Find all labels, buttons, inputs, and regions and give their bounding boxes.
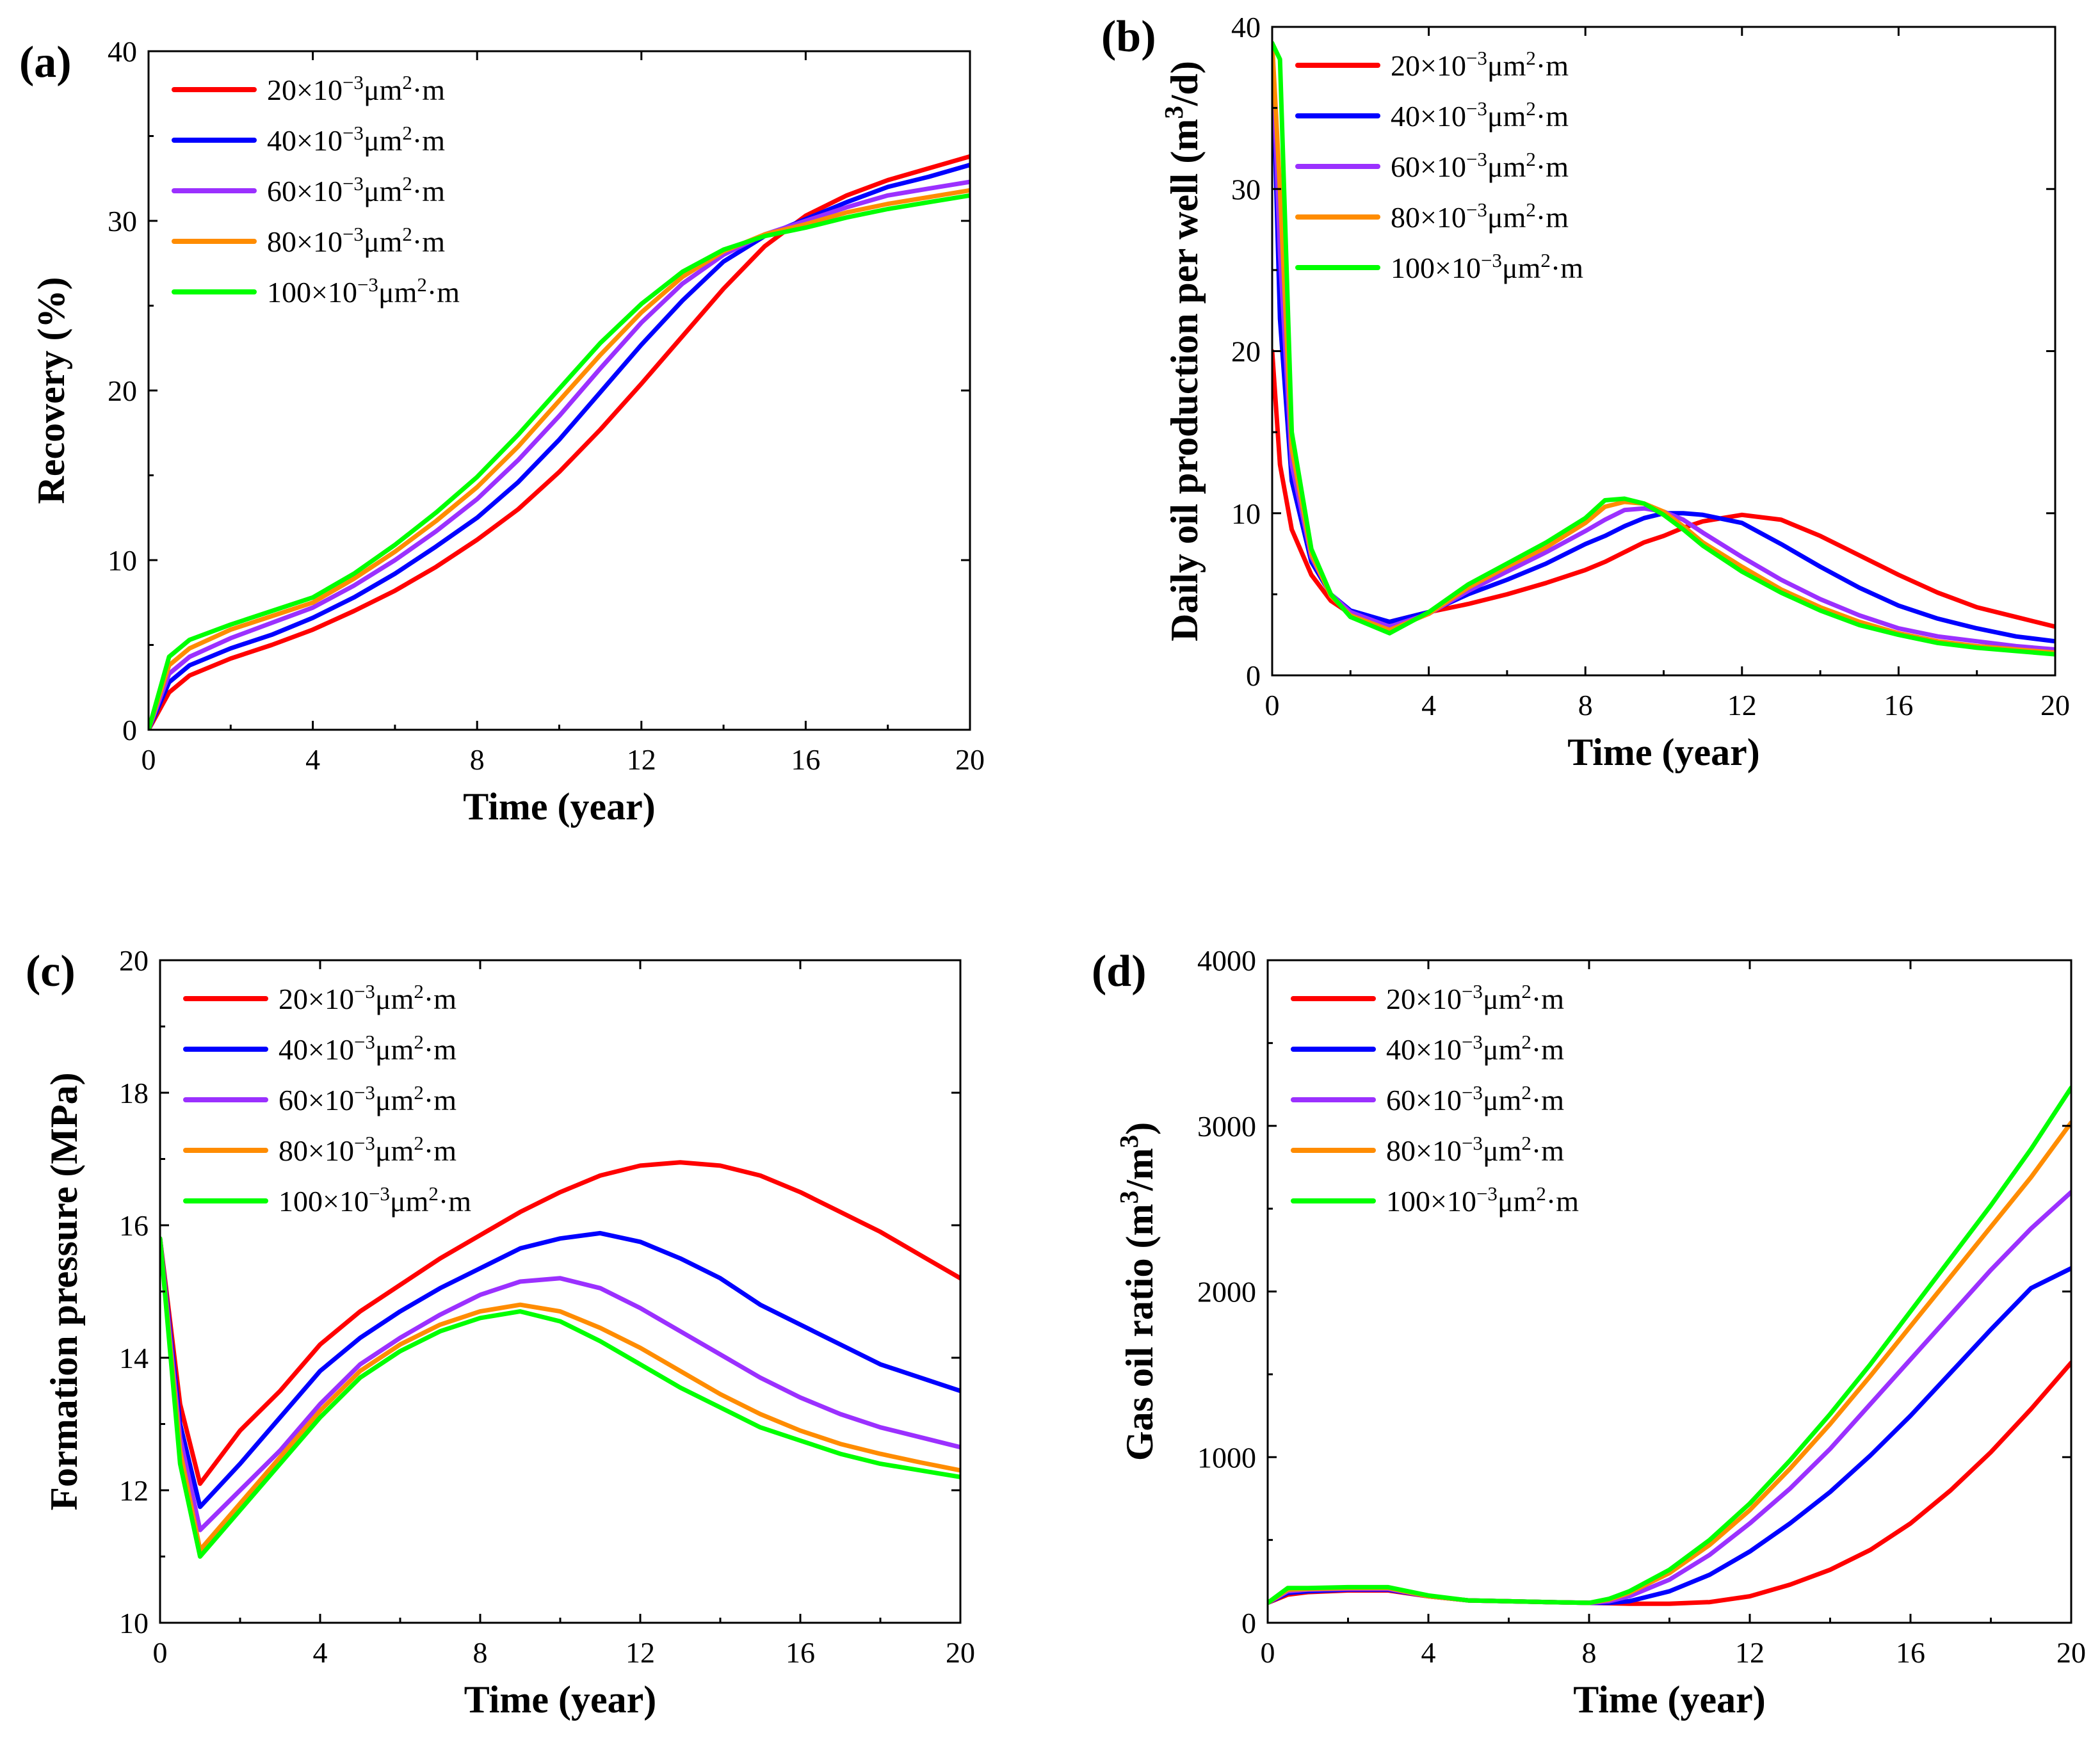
x-axis-title: Time (year) — [1567, 731, 1759, 773]
legend-label-4: 80×10−3μm2·m — [279, 1132, 456, 1168]
panel-label: (b) — [1101, 12, 1156, 61]
legend-label-3: 60×10−3μm2·m — [1386, 1081, 1564, 1117]
series-line-1 — [160, 1160, 960, 1486]
legend-label-1: 20×10−3μm2·m — [267, 71, 445, 107]
x-tick-label: 20 — [2056, 1636, 2086, 1669]
x-tick-label: 8 — [1582, 1636, 1597, 1669]
x-axis-title: Time (year) — [464, 1678, 656, 1721]
x-tick-label: 8 — [473, 1636, 488, 1669]
series-line-2 — [160, 1230, 960, 1509]
y-tick-label: 30 — [1231, 173, 1261, 205]
x-tick-label: 4 — [1421, 1636, 1436, 1669]
x-tick-label: 12 — [627, 743, 656, 776]
chart-panel-4: 0 4 8 12 16 20 0 1000 2000 3000 4000 Time (year) Gas… — [1092, 944, 2086, 1721]
series-line-4 — [149, 188, 970, 730]
legend-label-5: 100×10−3μm2·m — [279, 1182, 471, 1218]
y-tick-label: 40 — [108, 35, 137, 68]
legend-label-4: 80×10−3μm2·m — [1386, 1132, 1564, 1168]
legend-label-4: 80×10−3μm2·m — [267, 223, 445, 259]
x-tick-label: 16 — [786, 1636, 815, 1669]
y-tick-label: 20 — [108, 374, 137, 407]
y-tick-label: 0 — [122, 714, 137, 746]
x-tick-label: 4 — [313, 1636, 328, 1669]
series-line-3 — [160, 1236, 960, 1533]
chart-panel-2: 0 4 8 12 16 20 0 10 20 30 40 Time (year) Daily oil p… — [1101, 11, 2070, 773]
panel-label: (a) — [19, 38, 72, 87]
x-tick-label: 0 — [153, 1636, 168, 1669]
legend-label-2: 40×10−3μm2·m — [1391, 97, 1569, 133]
y-axis-title: Daily oil production per well (m3/d) — [1159, 61, 1206, 641]
y-tick-label: 14 — [119, 1342, 149, 1374]
x-tick-label: 0 — [1261, 1636, 1275, 1669]
x-tick-label: 12 — [1727, 689, 1757, 721]
x-tick-label: 12 — [1735, 1636, 1765, 1669]
y-tick-label: 10 — [108, 544, 137, 577]
series-line-2 — [149, 163, 970, 730]
y-tick-label: 20 — [1231, 335, 1261, 368]
x-tick-label: 16 — [791, 743, 820, 776]
x-tick-label: 12 — [626, 1636, 655, 1669]
y-tick-label: 40 — [1231, 11, 1261, 44]
series-line-1 — [149, 154, 970, 730]
x-tick-label: 20 — [946, 1636, 975, 1669]
panel-label: (d) — [1092, 947, 1147, 996]
y-axis-title: Formation pressure (MPa) — [43, 1072, 85, 1510]
x-tick-label: 8 — [1578, 689, 1593, 721]
x-tick-label: 20 — [2040, 689, 2070, 721]
x-axis-title: Time (year) — [1573, 1678, 1765, 1721]
legend-label-2: 40×10−3μm2·m — [267, 122, 445, 157]
legend-label-3: 60×10−3μm2·m — [279, 1081, 456, 1117]
x-axis-title: Time (year) — [463, 785, 655, 828]
x-tick-label: 20 — [955, 743, 985, 776]
y-tick-label: 20 — [119, 944, 149, 977]
series-line-5 — [149, 193, 970, 730]
legend-label-1: 20×10−3μm2·m — [1391, 47, 1569, 83]
x-tick-label: 16 — [1884, 689, 1913, 721]
y-tick-label: 0 — [1246, 659, 1261, 692]
legend-label-5: 100×10−3μm2·m — [1386, 1182, 1579, 1218]
x-tick-label: 8 — [470, 743, 485, 776]
y-tick-label: 16 — [119, 1209, 149, 1242]
x-tick-label: 4 — [1421, 689, 1436, 721]
y-tick-label: 1000 — [1197, 1441, 1256, 1474]
y-tick-label: 4000 — [1197, 944, 1256, 977]
y-tick-label: 30 — [108, 205, 137, 237]
chart-panel-3: 0 4 8 12 16 20 10 12 14 16 18 20 Time (year) Formatio… — [26, 944, 975, 1721]
x-tick-label: 0 — [141, 743, 156, 776]
series-line-5 — [1272, 40, 2055, 657]
series-line-3 — [149, 179, 970, 730]
series-line-4 — [160, 1236, 960, 1552]
legend-label-5: 100×10−3μm2·m — [267, 273, 460, 309]
y-tick-label: 0 — [1241, 1607, 1256, 1639]
legend-label-2: 40×10−3μm2·m — [1386, 1031, 1564, 1066]
series-line-5 — [160, 1236, 960, 1559]
x-tick-label: 4 — [305, 743, 320, 776]
chart-panel-1: 0 4 8 12 16 20 0 10 20 30 40 Time (year) Recovery (%… — [19, 35, 985, 828]
series-line-5 — [1268, 1085, 2071, 1605]
panel-label: (c) — [26, 947, 76, 996]
legend-label-5: 100×10−3μm2·m — [1391, 249, 1583, 285]
y-tick-label: 3000 — [1197, 1110, 1256, 1143]
y-tick-label: 10 — [119, 1607, 149, 1639]
y-axis-title: Recovery (%) — [30, 277, 72, 504]
x-tick-label: 16 — [1896, 1636, 1925, 1669]
y-tick-label: 10 — [1231, 497, 1261, 530]
legend-label-2: 40×10−3μm2·m — [279, 1031, 456, 1066]
legend-label-4: 80×10−3μm2·m — [1391, 198, 1569, 234]
legend-label-3: 60×10−3μm2·m — [1391, 148, 1569, 184]
legend-label-1: 20×10−3μm2·m — [279, 980, 456, 1016]
y-tick-label: 2000 — [1197, 1276, 1256, 1308]
x-tick-label: 0 — [1265, 689, 1280, 721]
y-tick-label: 18 — [119, 1077, 149, 1109]
legend-label-3: 60×10−3μm2·m — [267, 172, 445, 208]
y-tick-label: 12 — [119, 1474, 149, 1507]
y-axis-title: Gas oil ratio (m3/m3) — [1114, 1122, 1161, 1461]
legend-label-1: 20×10−3μm2·m — [1386, 980, 1564, 1016]
